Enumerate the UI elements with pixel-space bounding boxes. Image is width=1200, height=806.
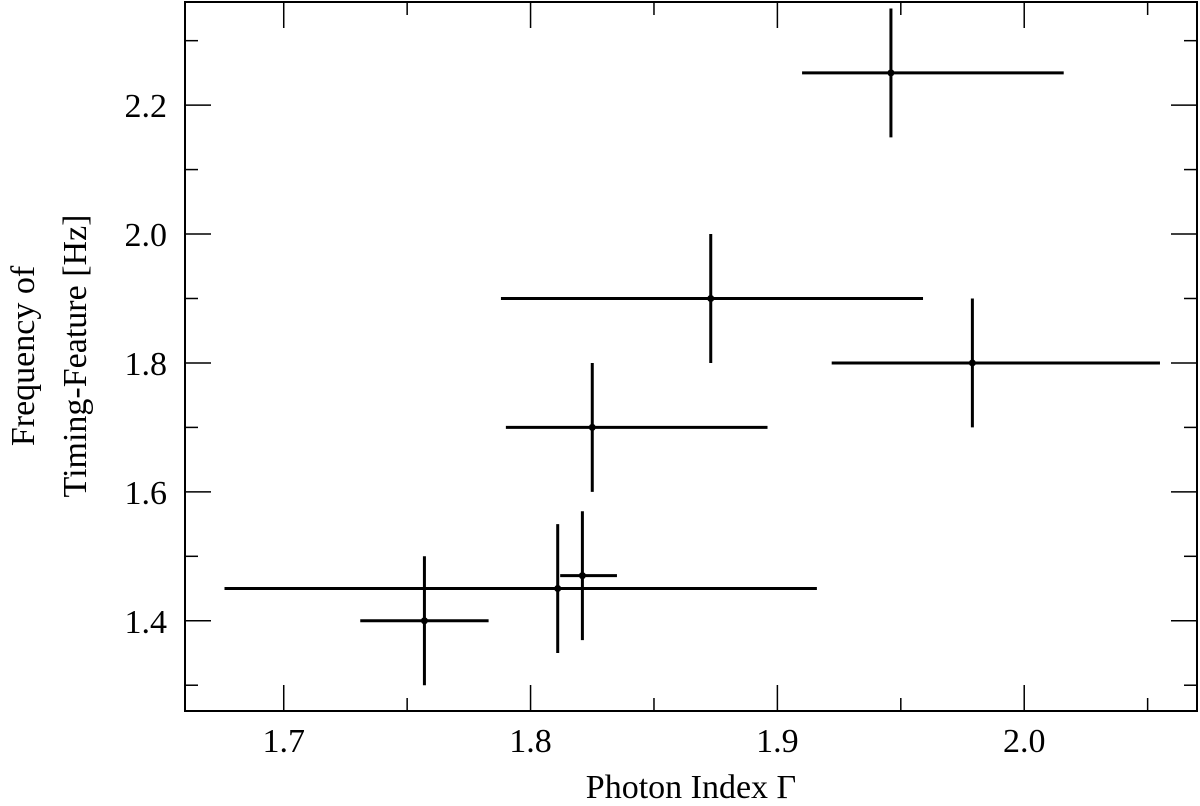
axis-ticks xyxy=(185,2,1197,711)
y-tick-label: 1.6 xyxy=(125,475,168,512)
point-marker xyxy=(887,69,895,77)
point-marker xyxy=(420,617,428,625)
y-axis-label-line-2: Timing-Feature [Hz] xyxy=(57,215,94,498)
y-tick-label: 1.8 xyxy=(125,346,168,383)
x-tick-label: 1.7 xyxy=(262,723,305,760)
data-points xyxy=(224,8,1160,686)
data-point xyxy=(505,362,768,492)
x-tick-label: 2.0 xyxy=(1003,723,1046,760)
y-tick-label: 1.4 xyxy=(125,604,168,641)
axis-tick-labels: 1.7 1.8 1.9 2.0 1.4 1.6 1.8 2.0 2.2 xyxy=(125,88,1046,760)
data-point xyxy=(802,8,1064,138)
plot-frame xyxy=(184,1,1198,712)
data-point xyxy=(831,298,1160,428)
point-marker xyxy=(588,423,596,431)
x-axis-label: Photon Index Γ xyxy=(586,769,796,806)
x-tick-label: 1.8 xyxy=(509,723,552,760)
x-tick-label: 1.9 xyxy=(756,723,799,760)
data-point xyxy=(500,234,924,363)
data-point xyxy=(224,524,817,653)
point-marker xyxy=(554,585,562,593)
point-marker xyxy=(968,359,976,367)
data-point xyxy=(560,511,617,641)
y-tick-label: 2.0 xyxy=(125,217,168,254)
y-axis-label: Frequency of Timing-Feature [Hz] xyxy=(5,215,94,498)
y-axis-label-line-1: Frequency of xyxy=(5,265,42,446)
point-marker xyxy=(578,572,586,580)
point-marker xyxy=(707,294,715,302)
y-tick-label: 2.2 xyxy=(125,88,168,125)
data-point xyxy=(360,556,489,686)
